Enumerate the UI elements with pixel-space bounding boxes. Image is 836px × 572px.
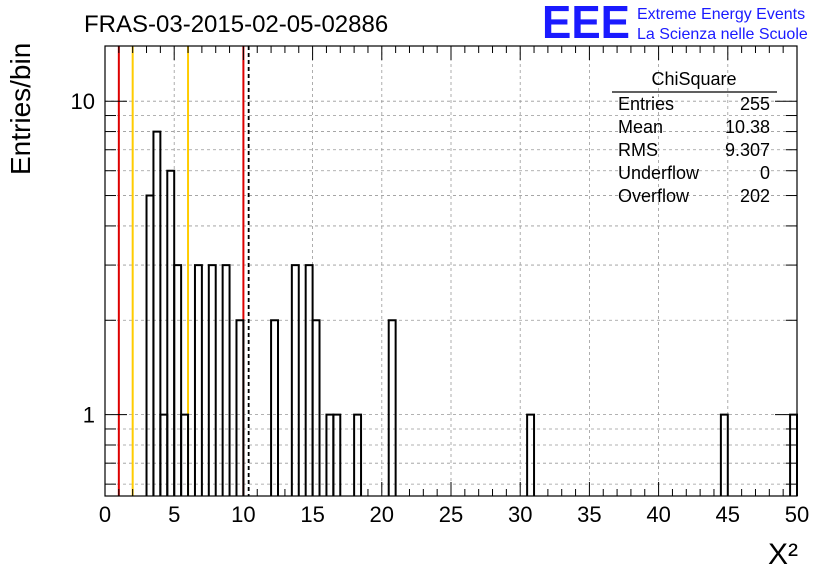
stats-value: 255 bbox=[740, 94, 770, 114]
histogram-bin bbox=[304, 264, 314, 496]
eee-logo: EEE Extreme Energy Events La Scienza nel… bbox=[542, 0, 808, 48]
run-title: FRAS-03-2015-02-05-02886 bbox=[84, 11, 388, 38]
stats-value: 0 bbox=[760, 163, 770, 183]
logo-line-2: La Scienza nelle Scuole bbox=[637, 26, 808, 43]
histogram-bin bbox=[719, 413, 729, 496]
histogram-bin bbox=[180, 413, 190, 496]
stats-value: 202 bbox=[740, 186, 770, 206]
stats-label: Mean bbox=[618, 117, 663, 137]
histogram-bin bbox=[221, 264, 231, 496]
stats-label: RMS bbox=[618, 140, 658, 160]
histogram-bin bbox=[270, 319, 279, 496]
x-tick-labels: 0 5 10 15 20 25 30 35 40 45 50 bbox=[99, 502, 809, 527]
y-tick-label: 1 bbox=[83, 403, 95, 428]
histogram-bars bbox=[145, 130, 798, 496]
x-tick-label: 30 bbox=[508, 502, 532, 527]
histogram-bin bbox=[353, 413, 363, 496]
histogram-bin bbox=[193, 264, 203, 496]
logo-line-1: Extreme Energy Events bbox=[637, 6, 805, 23]
x-tick-label: 35 bbox=[577, 502, 601, 527]
stats-label: Overflow bbox=[618, 186, 690, 206]
y-tick-label: 10 bbox=[71, 89, 95, 114]
stats-value: 10.38 bbox=[725, 117, 770, 137]
stats-title: ChiSquare bbox=[651, 69, 736, 89]
histogram-bin bbox=[166, 169, 176, 496]
histogram-bin bbox=[145, 194, 155, 496]
histogram-bin bbox=[290, 264, 300, 496]
histogram-bin bbox=[332, 413, 342, 496]
histogram-bin bbox=[235, 319, 245, 496]
stats-box: ChiSquare Entries 255 Mean 10.38 RMS 9.307 Und… bbox=[612, 69, 777, 206]
x-tick-label: 25 bbox=[439, 502, 463, 527]
x-tick-label: 50 bbox=[785, 502, 809, 527]
x-tick-label: 5 bbox=[168, 502, 180, 527]
x-axis-title: X² bbox=[768, 538, 798, 571]
histogram-bin bbox=[173, 264, 183, 496]
histogram-bin bbox=[311, 319, 321, 496]
x-tick-label: 10 bbox=[231, 502, 255, 527]
histogram-bin bbox=[526, 413, 536, 496]
histogram-bin bbox=[207, 264, 217, 496]
stats-label: Underflow bbox=[618, 163, 700, 183]
x-tick-label: 0 bbox=[99, 502, 111, 527]
grid-lines bbox=[105, 46, 797, 496]
x-tick-label: 45 bbox=[716, 502, 740, 527]
x-tick-label: 40 bbox=[646, 502, 670, 527]
x-tick-label: 20 bbox=[370, 502, 394, 527]
axis-ticks bbox=[104, 46, 798, 496]
histogram-bin bbox=[152, 130, 162, 496]
stats-value: 9.307 bbox=[725, 140, 770, 160]
logo-mark: EEE bbox=[542, 0, 630, 48]
x-tick-label: 15 bbox=[300, 502, 324, 527]
y-axis-title: Entries/bin bbox=[5, 43, 36, 175]
y-tick-labels: 1 10 bbox=[71, 89, 95, 427]
histogram-bin bbox=[387, 319, 397, 496]
stats-label: Entries bbox=[618, 94, 674, 114]
